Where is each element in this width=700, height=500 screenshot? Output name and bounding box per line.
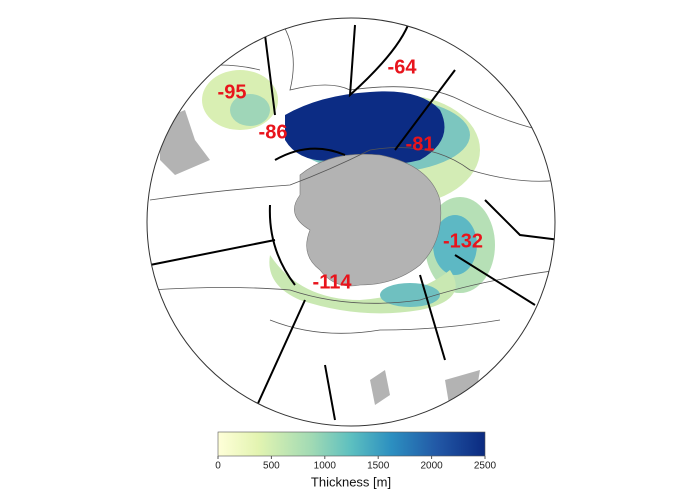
region-label: -132 bbox=[443, 230, 483, 252]
colorbar-ticks: 0 500 1000 1500 2000 2500 bbox=[215, 456, 497, 472]
colorbar bbox=[217, 431, 486, 457]
region-label: -95 bbox=[218, 81, 247, 103]
region-label: -86 bbox=[259, 121, 288, 143]
tick-label: 2500 bbox=[474, 461, 497, 472]
sector-fronts bbox=[149, 19, 555, 421]
land bbox=[160, 110, 210, 175]
tick-label: 2000 bbox=[420, 461, 443, 472]
region-label: -81 bbox=[406, 133, 435, 155]
region-labels: -95 -86 -64 -81 -132 -114 bbox=[218, 56, 483, 293]
tick-label: 1000 bbox=[314, 461, 337, 472]
colorbar-label: Thickness [m] bbox=[311, 474, 391, 489]
map-border bbox=[146, 17, 556, 427]
basin-outlines bbox=[149, 19, 555, 334]
antarctica bbox=[294, 153, 442, 287]
tick-label: 1500 bbox=[367, 461, 390, 472]
map bbox=[147, 18, 555, 426]
tick-label: 500 bbox=[263, 461, 280, 472]
region-label: -64 bbox=[388, 56, 418, 78]
region-label: -114 bbox=[313, 271, 353, 293]
tick-label: 0 bbox=[215, 461, 221, 472]
